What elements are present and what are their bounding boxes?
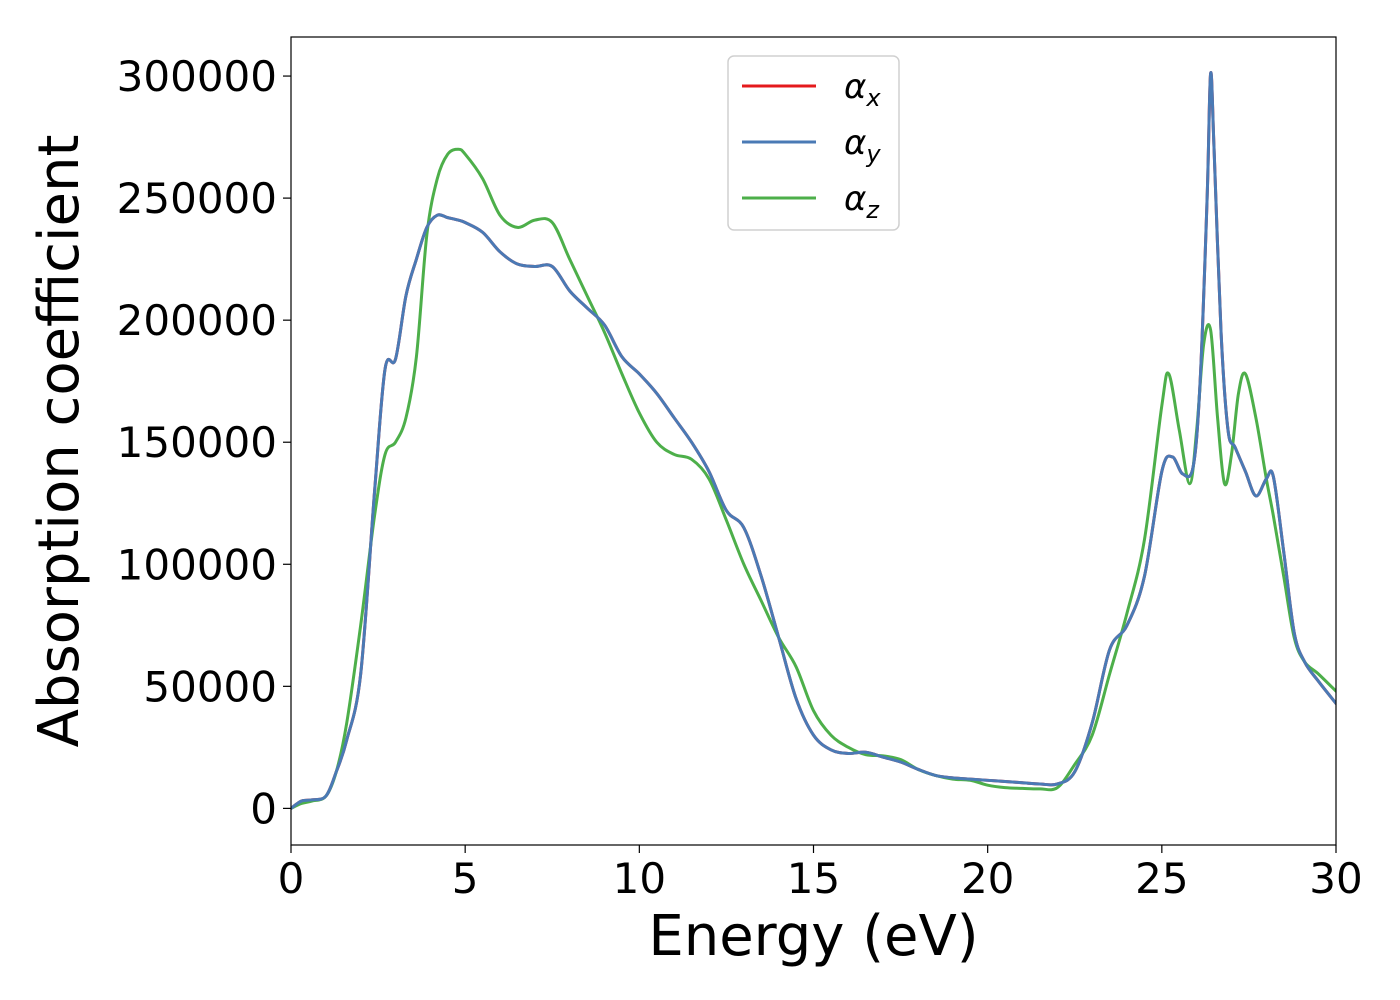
legend-label-subscript: y — [865, 140, 881, 168]
y-tick-label: 200000 — [117, 296, 277, 345]
legend-label-subscript: z — [865, 196, 880, 224]
plot-frame — [290, 36, 1337, 846]
legend-label-symbol: α — [844, 179, 866, 219]
x-tick-label: 0 — [278, 854, 305, 903]
series-layer — [291, 71, 1336, 810]
x-tick-label: 30 — [1309, 854, 1362, 903]
y-tick-label: 100000 — [117, 540, 277, 589]
series-line-alpha-z — [291, 147, 1336, 810]
y-tick-label: 150000 — [117, 418, 277, 467]
x-tick-label: 20 — [961, 854, 1014, 903]
x-axis-label: Energy (eV) — [648, 904, 978, 969]
x-tick-label: 25 — [1135, 854, 1188, 903]
legend-label-symbol: α — [844, 67, 866, 107]
y-tick-label: 50000 — [143, 662, 277, 711]
series-line-alpha-y — [291, 71, 1336, 810]
legend-label-alpha-z: αz — [844, 179, 880, 224]
x-tick-label: 5 — [452, 854, 479, 903]
x-tick-label: 10 — [613, 854, 666, 903]
x-axis-ticks: 0 5 10 15 20 25 30 — [278, 845, 1363, 903]
legend-label-symbol: α — [844, 123, 866, 163]
x-tick-label: 15 — [787, 854, 840, 903]
y-axis-label: Absorption coefficient — [27, 135, 92, 748]
y-axis-ticks: 0 50000 100000 150000 200000 250000 300000 — [117, 52, 291, 833]
legend-label-alpha-y: αy — [844, 123, 881, 168]
y-tick-label: 0 — [250, 784, 277, 833]
legend-label-subscript: x — [865, 84, 881, 112]
y-tick-label: 300000 — [117, 52, 277, 101]
legend-label-alpha-x: αx — [844, 67, 881, 112]
y-tick-label: 250000 — [117, 174, 277, 223]
